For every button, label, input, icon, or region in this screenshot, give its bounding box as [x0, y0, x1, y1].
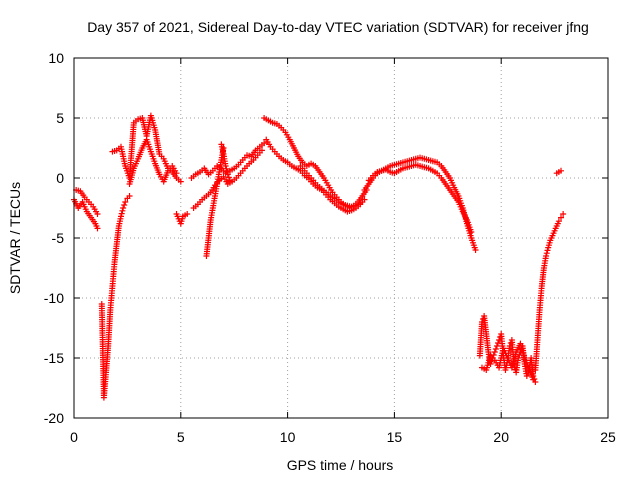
data-point [117, 213, 124, 220]
data-point [224, 171, 231, 178]
data-point [496, 337, 503, 343]
data-point [119, 207, 126, 214]
data-point [361, 196, 368, 203]
data-point [122, 199, 129, 205]
data-point [558, 167, 565, 174]
chart-title: Day 357 of 2021, Sidereal Day-to-day VTE… [87, 19, 589, 35]
y-axis-label: SDTVAR / TECUs [7, 182, 23, 294]
data-point [184, 211, 191, 217]
data-point [357, 200, 364, 207]
data-point [515, 355, 522, 361]
y-tick-label: 10 [48, 50, 64, 66]
x-tick-label: 25 [600, 429, 616, 445]
data-point [121, 202, 128, 208]
data-point [544, 247, 551, 254]
data-point [223, 165, 230, 172]
data-point [523, 373, 530, 379]
x-tick-label: 10 [280, 429, 296, 445]
data-point [120, 205, 127, 211]
x-axis-label: GPS time / hours [287, 457, 394, 473]
data-point [173, 170, 180, 177]
data-point [94, 211, 101, 217]
data-point [472, 247, 479, 253]
data-point [224, 168, 231, 175]
data-point [177, 178, 184, 185]
data-point [492, 346, 499, 352]
x-tick-label: 20 [493, 429, 509, 445]
axis-ticks: 0 5 10 15 20 25 10 5 0 -5 -10 -15 -20 [44, 50, 616, 445]
y-tick-label: -10 [44, 290, 64, 306]
grid-lines [74, 58, 608, 418]
data-point [555, 218, 562, 225]
data-point [226, 177, 233, 184]
data-point [530, 376, 537, 383]
y-tick-label: -20 [44, 410, 64, 426]
y-tick-label: -15 [44, 350, 64, 366]
data-points [71, 112, 567, 401]
x-tick-label: 5 [177, 429, 185, 445]
x-tick-label: 15 [387, 429, 403, 445]
data-point [558, 214, 565, 221]
x-tick-label: 0 [70, 429, 78, 445]
data-point [560, 211, 567, 217]
y-tick-label: 0 [56, 170, 64, 186]
data-point [543, 253, 550, 259]
data-point [261, 140, 268, 147]
data-point [222, 163, 229, 169]
data-point [468, 229, 475, 235]
data-point [118, 210, 125, 217]
data-point [258, 147, 265, 154]
y-tick-label: -5 [52, 230, 65, 246]
data-point [94, 225, 101, 232]
data-point [543, 250, 550, 257]
data-point [491, 349, 498, 355]
y-tick-label: 5 [56, 110, 64, 126]
data-point [493, 343, 500, 349]
data-point [126, 193, 133, 199]
data-point [225, 174, 232, 181]
